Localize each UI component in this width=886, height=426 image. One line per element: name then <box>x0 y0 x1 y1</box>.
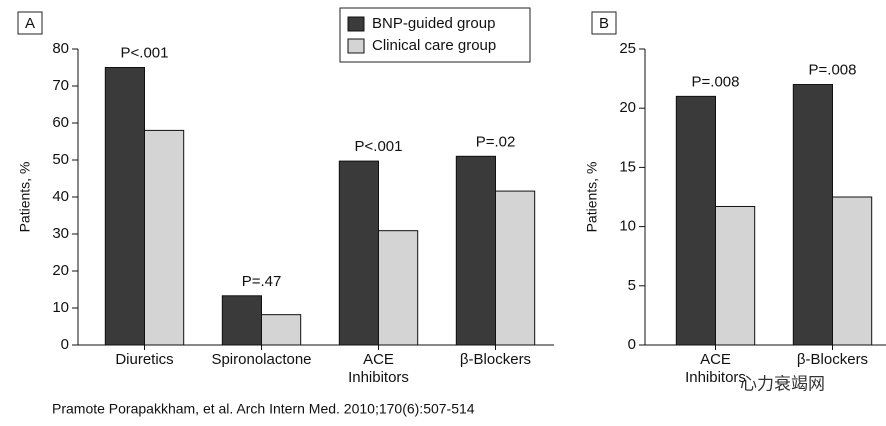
bar <box>378 230 419 346</box>
y-tick-label: 20 <box>52 262 69 279</box>
p-value-annotation: P=.47 <box>242 273 282 290</box>
p-value-annotation: P=.008 <box>809 61 857 78</box>
y-tick-label: 10 <box>619 218 636 235</box>
bar <box>144 129 185 346</box>
y-tick-label: 15 <box>619 158 636 175</box>
bar <box>455 155 496 346</box>
watermark: 心力衰竭网 <box>740 374 825 393</box>
p-value-annotation: P=.008 <box>692 73 740 90</box>
panel-label-box <box>591 11 617 35</box>
caption: Pramote Porapakkham, et al. Arch Intern … <box>52 401 475 417</box>
bar <box>221 295 262 346</box>
legend-swatch <box>347 16 365 32</box>
bar <box>675 95 716 346</box>
y-tick-label: 80 <box>52 40 69 57</box>
panel-label-box <box>17 11 43 35</box>
y-tick-label: 70 <box>52 77 69 94</box>
x-tick-label: β-Blockers <box>460 351 531 368</box>
legend-box <box>339 7 531 63</box>
panel-label: B <box>599 15 609 32</box>
p-value-annotation: P<.001 <box>355 138 403 155</box>
x-tick-label: Diuretics <box>115 351 173 368</box>
y-axis-label: Patients, % <box>584 162 600 233</box>
bar <box>832 196 873 346</box>
bar <box>104 67 145 346</box>
bar <box>792 84 833 346</box>
y-tick-label: 60 <box>52 114 69 131</box>
y-tick-label: 30 <box>52 225 69 242</box>
legend-label: Clinical care group <box>372 37 496 54</box>
y-tick-label: 25 <box>619 40 636 57</box>
bar <box>261 314 302 346</box>
x-tick-label: ACE Inhibitors <box>348 351 409 386</box>
panel-label: A <box>25 15 35 32</box>
y-tick-label: 40 <box>52 188 69 205</box>
x-tick-label: β-Blockers <box>797 351 868 368</box>
p-value-annotation: P=.02 <box>476 133 516 150</box>
bar <box>715 205 756 346</box>
y-axis-label: Patients, % <box>17 162 33 233</box>
legend-label: BNP-guided group <box>372 15 495 32</box>
y-tick-label: 10 <box>52 299 69 316</box>
x-tick-label: Spironolactone <box>211 351 311 368</box>
y-tick-label: 5 <box>628 277 636 294</box>
y-tick-label: 0 <box>628 336 636 353</box>
bar <box>338 160 379 346</box>
x-tick-label: ACE Inhibitors <box>685 351 746 386</box>
y-tick-label: 50 <box>52 151 69 168</box>
legend-swatch <box>347 38 365 54</box>
bar <box>495 190 536 346</box>
p-value-annotation: P<.001 <box>121 44 169 61</box>
y-tick-label: 0 <box>61 336 69 353</box>
y-tick-label: 20 <box>619 99 636 116</box>
